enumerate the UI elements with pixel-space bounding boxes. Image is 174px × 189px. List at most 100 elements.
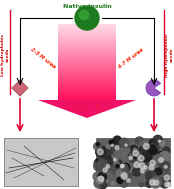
Circle shape xyxy=(120,178,128,187)
Circle shape xyxy=(156,151,160,156)
Polygon shape xyxy=(58,53,116,54)
Polygon shape xyxy=(58,84,116,85)
Polygon shape xyxy=(58,86,116,87)
Circle shape xyxy=(109,140,113,144)
Circle shape xyxy=(98,176,104,181)
Polygon shape xyxy=(58,30,116,32)
Circle shape xyxy=(114,150,122,158)
Circle shape xyxy=(122,163,130,171)
Polygon shape xyxy=(58,37,116,38)
Circle shape xyxy=(161,161,169,169)
Circle shape xyxy=(103,168,107,172)
Circle shape xyxy=(159,140,165,146)
Circle shape xyxy=(164,175,169,180)
Polygon shape xyxy=(58,40,116,42)
Polygon shape xyxy=(58,32,116,33)
Polygon shape xyxy=(58,66,116,67)
Circle shape xyxy=(101,164,110,173)
Circle shape xyxy=(128,173,132,177)
Circle shape xyxy=(115,162,119,166)
Circle shape xyxy=(113,167,118,172)
Polygon shape xyxy=(58,70,116,71)
Circle shape xyxy=(133,157,136,160)
Polygon shape xyxy=(38,100,136,118)
Circle shape xyxy=(97,166,102,171)
Circle shape xyxy=(140,169,144,173)
Polygon shape xyxy=(58,34,116,35)
Circle shape xyxy=(118,148,128,157)
Circle shape xyxy=(152,177,158,183)
Circle shape xyxy=(98,180,107,189)
Circle shape xyxy=(116,139,127,149)
Polygon shape xyxy=(58,76,116,77)
Circle shape xyxy=(94,161,104,171)
Circle shape xyxy=(149,165,154,170)
Circle shape xyxy=(94,143,101,150)
Polygon shape xyxy=(58,82,116,84)
Circle shape xyxy=(130,159,135,163)
Circle shape xyxy=(133,151,138,156)
Circle shape xyxy=(159,165,165,171)
Circle shape xyxy=(159,158,163,162)
Polygon shape xyxy=(58,58,116,60)
Polygon shape xyxy=(58,39,116,40)
Circle shape xyxy=(154,154,163,163)
Circle shape xyxy=(132,168,141,176)
Polygon shape xyxy=(58,51,116,52)
Circle shape xyxy=(120,138,129,147)
Bar xyxy=(96,138,170,186)
Polygon shape xyxy=(58,43,116,44)
Polygon shape xyxy=(58,24,116,25)
Circle shape xyxy=(75,6,99,30)
Bar xyxy=(4,138,78,186)
Circle shape xyxy=(106,144,110,148)
Circle shape xyxy=(154,153,158,158)
Polygon shape xyxy=(58,71,116,72)
Circle shape xyxy=(111,165,120,174)
Circle shape xyxy=(120,164,128,171)
Circle shape xyxy=(160,172,168,180)
Circle shape xyxy=(127,179,130,182)
Polygon shape xyxy=(58,85,116,86)
Polygon shape xyxy=(58,42,116,43)
Circle shape xyxy=(120,147,130,156)
Polygon shape xyxy=(58,87,116,89)
Circle shape xyxy=(120,142,124,146)
Polygon shape xyxy=(58,52,116,53)
Circle shape xyxy=(116,169,125,177)
Circle shape xyxy=(148,145,156,153)
Circle shape xyxy=(158,152,164,158)
Polygon shape xyxy=(58,63,116,64)
Circle shape xyxy=(114,137,121,145)
Polygon shape xyxy=(58,62,116,63)
Circle shape xyxy=(147,173,153,179)
Polygon shape xyxy=(58,90,116,91)
Circle shape xyxy=(147,160,156,169)
Polygon shape xyxy=(58,44,116,46)
Polygon shape xyxy=(58,29,116,30)
Circle shape xyxy=(134,162,140,168)
Circle shape xyxy=(121,173,127,179)
Circle shape xyxy=(109,154,118,163)
Circle shape xyxy=(101,167,109,175)
Circle shape xyxy=(150,139,155,145)
Circle shape xyxy=(100,181,106,187)
Polygon shape xyxy=(58,72,116,73)
Circle shape xyxy=(120,164,124,168)
Circle shape xyxy=(102,156,113,167)
Circle shape xyxy=(115,149,124,158)
Circle shape xyxy=(155,146,159,151)
Circle shape xyxy=(101,175,106,180)
Circle shape xyxy=(146,171,156,182)
Polygon shape xyxy=(58,98,116,99)
Circle shape xyxy=(146,180,153,187)
Polygon shape xyxy=(58,75,116,76)
Circle shape xyxy=(159,147,165,154)
Circle shape xyxy=(130,145,138,153)
Polygon shape xyxy=(58,95,116,96)
Polygon shape xyxy=(58,80,116,81)
Circle shape xyxy=(117,177,123,183)
Polygon shape xyxy=(58,92,116,94)
Circle shape xyxy=(106,165,110,168)
Circle shape xyxy=(139,183,143,187)
